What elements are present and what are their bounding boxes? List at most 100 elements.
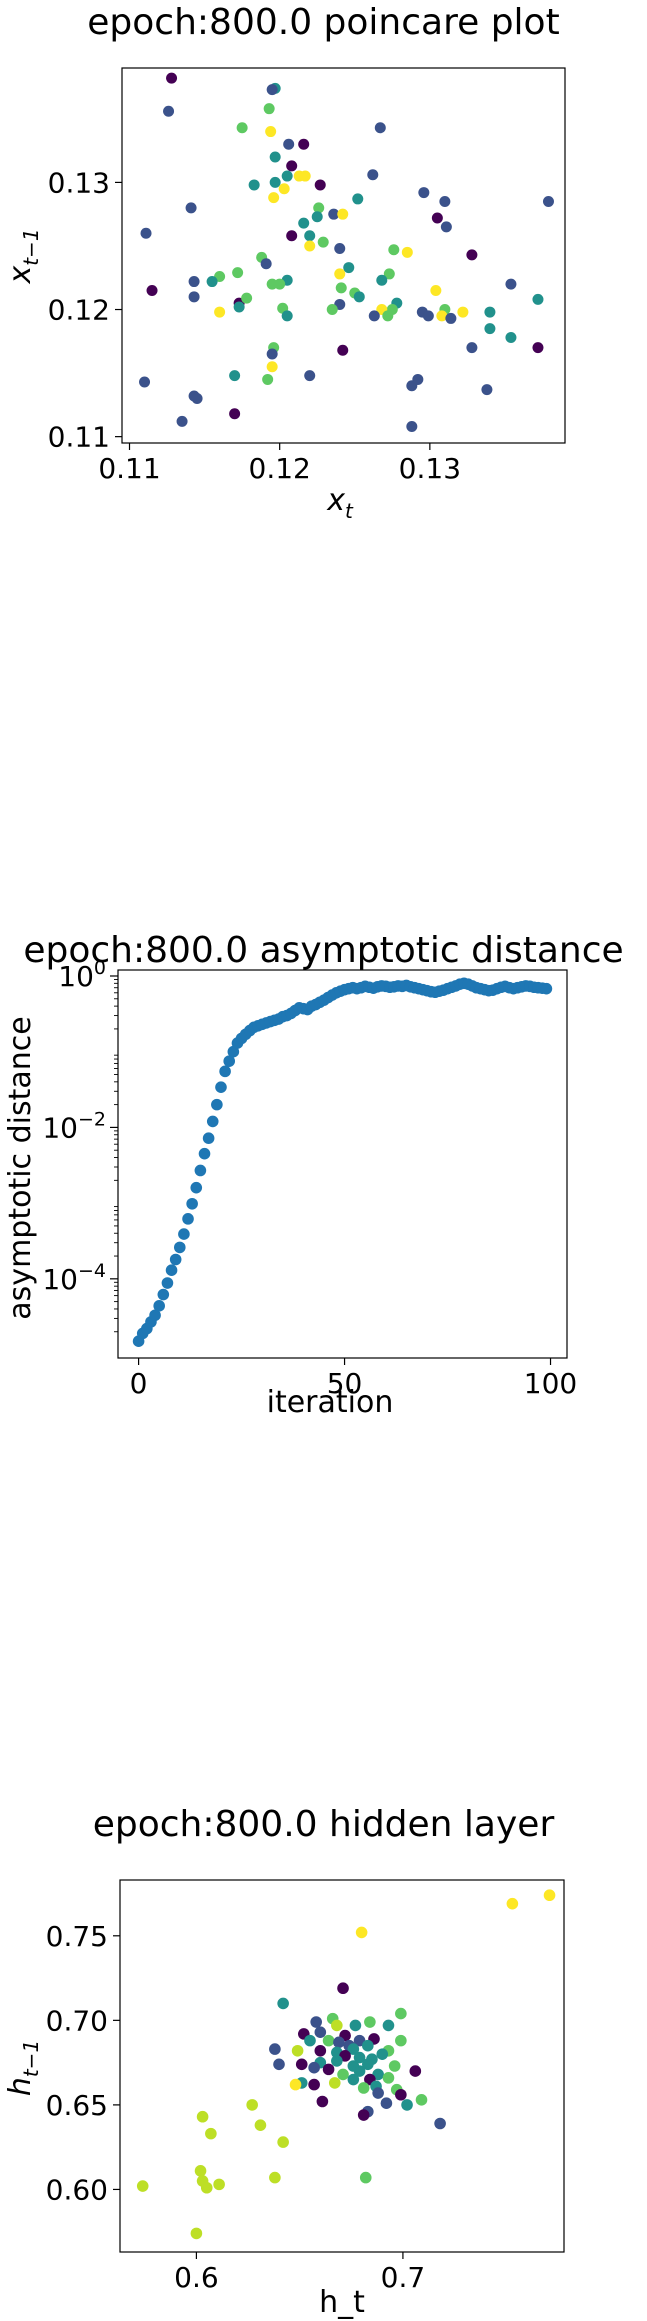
data-point — [198, 1147, 211, 1160]
x-tick-label: 50 — [327, 1367, 363, 1400]
data-point — [337, 2068, 349, 2081]
data-point — [434, 2117, 446, 2130]
y-tick-label: 0.70 — [46, 2004, 108, 2037]
data-point — [422, 310, 434, 322]
data-point — [362, 2058, 374, 2071]
poincare-title: epoch:800.0 poincare plot — [87, 2, 560, 43]
x-tick-label: 0.6 — [174, 2261, 219, 2294]
data-point — [190, 1181, 203, 1194]
data-point — [481, 384, 493, 396]
data-point — [347, 2073, 360, 2086]
data-point — [166, 72, 178, 84]
data-point — [388, 244, 400, 256]
data-point — [445, 312, 457, 324]
data-point — [313, 202, 325, 214]
data-point — [353, 2051, 366, 2064]
data-point — [352, 193, 364, 205]
data-point — [215, 1081, 227, 1093]
y-tick-label: 0.11 — [48, 421, 110, 454]
data-point — [304, 240, 316, 252]
data-point — [484, 323, 496, 335]
data-point — [331, 2055, 343, 2067]
data-point — [368, 310, 380, 322]
data-point — [314, 2044, 327, 2057]
data-point — [295, 2058, 308, 2071]
y-tick-label: 0.13 — [48, 166, 110, 199]
data-point — [206, 276, 218, 288]
data-point — [188, 276, 200, 288]
data-point — [176, 415, 188, 427]
data-point — [401, 2099, 413, 2111]
data-point — [139, 376, 151, 388]
data-point — [328, 208, 340, 220]
data-point — [532, 293, 544, 305]
data-point — [326, 304, 338, 316]
hidden-title: epoch:800.0 hidden layer — [92, 1804, 555, 1845]
data-point — [334, 268, 346, 280]
asymptotic-title: epoch:800.0 asymptotic distance — [23, 930, 624, 971]
data-point — [140, 227, 152, 239]
plot-frame — [119, 1879, 565, 2253]
data-point — [206, 1115, 219, 1128]
data-point — [540, 982, 553, 995]
data-point — [246, 2099, 258, 2111]
data-point — [269, 2043, 281, 2055]
data-point — [418, 187, 430, 199]
data-point — [274, 278, 286, 290]
data-point — [298, 217, 310, 229]
data-point — [205, 2127, 217, 2140]
data-point — [165, 1264, 178, 1277]
data-point — [322, 2063, 335, 2076]
data-point — [395, 2034, 407, 2047]
data-point — [542, 195, 554, 207]
data-point — [277, 2136, 289, 2148]
data-point — [431, 212, 443, 224]
data-point — [196, 2110, 209, 2123]
y-tick-label: 0.65 — [46, 2089, 108, 2122]
data-point — [406, 420, 418, 432]
y-tick-label: 100 — [58, 957, 106, 993]
data-point — [334, 243, 346, 255]
y-tick-label: 10−2 — [42, 1108, 106, 1144]
data-point — [331, 2019, 343, 2032]
data-point — [505, 331, 517, 343]
data-point — [227, 1045, 240, 1058]
data-point — [214, 306, 226, 318]
data-point — [263, 103, 275, 115]
data-point — [266, 348, 278, 360]
data-point — [260, 258, 272, 270]
y-tick-label: 10−4 — [42, 1260, 106, 1296]
data-point — [190, 2227, 203, 2240]
data-point — [233, 301, 245, 313]
data-point — [298, 138, 310, 150]
data-point — [185, 202, 197, 214]
data-point — [347, 2043, 360, 2055]
data-point — [415, 2094, 428, 2106]
data-point — [254, 2119, 267, 2131]
data-point — [281, 310, 293, 322]
data-point — [273, 2058, 285, 2071]
x-tick-label: 0.13 — [399, 452, 461, 485]
data-point — [506, 1897, 519, 1910]
data-point — [308, 2061, 320, 2074]
data-point — [353, 291, 365, 303]
x-tick-label: 0.12 — [249, 452, 311, 485]
data-point — [355, 1926, 368, 1939]
x-axis-label: iteration — [267, 1385, 394, 1420]
data-point — [412, 373, 424, 385]
data-point — [173, 1241, 186, 1254]
data-point — [186, 1197, 198, 1210]
y-axis-label: xt−1 — [3, 228, 43, 284]
data-point — [357, 2082, 370, 2094]
data-point — [304, 230, 316, 242]
data-point — [374, 122, 386, 134]
data-point — [362, 2039, 374, 2052]
data-point — [349, 2019, 362, 2032]
x-tick-label: 100 — [524, 1367, 577, 1400]
data-point — [153, 1300, 165, 1312]
data-point — [484, 306, 496, 318]
data-point — [376, 274, 388, 286]
data-point — [262, 373, 274, 385]
plot-frame — [121, 67, 566, 444]
data-point — [314, 179, 326, 191]
